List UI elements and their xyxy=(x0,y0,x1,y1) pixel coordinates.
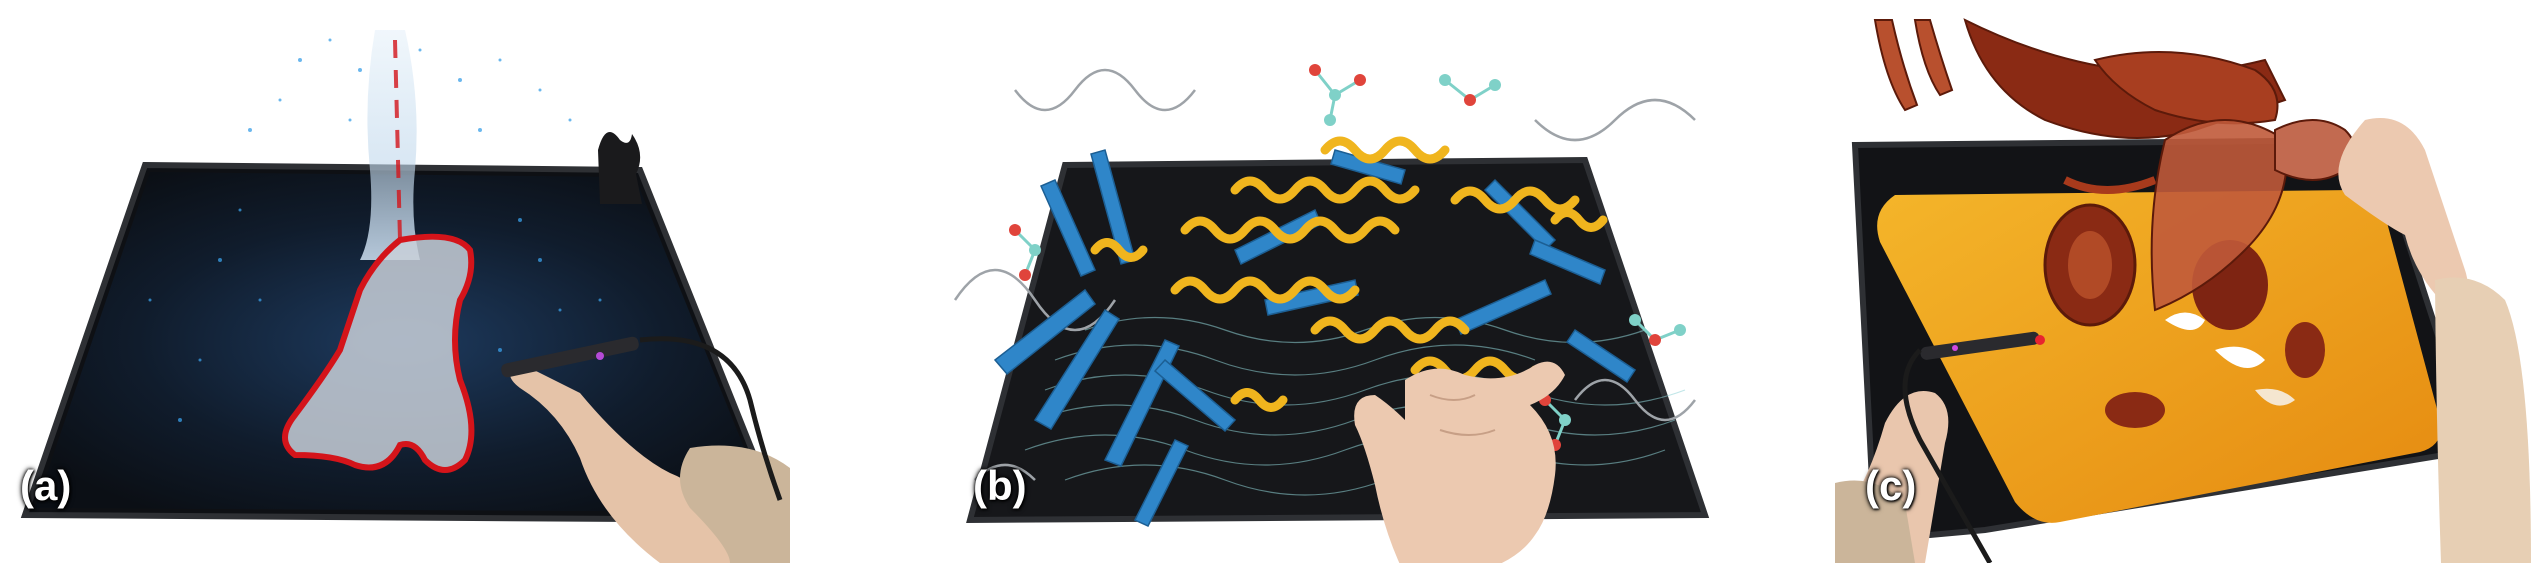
tablet-surface xyxy=(966,156,1710,524)
point-cloud xyxy=(148,38,602,422)
panel-label: (b) xyxy=(973,462,1027,509)
selection-region xyxy=(282,233,475,473)
panel-label: (c) xyxy=(1865,462,1917,509)
stylus xyxy=(501,336,639,378)
stylus-cable xyxy=(1902,348,1993,563)
panel-label: (a) xyxy=(20,462,72,509)
plume xyxy=(360,30,420,260)
panel-b: (b) xyxy=(935,0,1725,563)
beta-sheets xyxy=(993,149,1637,527)
stylus xyxy=(1920,331,2040,360)
alpha-helices xyxy=(1090,136,1608,412)
stylus-cable xyxy=(639,336,783,501)
panel-a: (a) xyxy=(0,0,790,563)
panel-b-scene xyxy=(953,64,1710,563)
coil-strands xyxy=(953,68,1696,481)
right-arm xyxy=(2435,277,2531,563)
right-hand xyxy=(2338,118,2468,305)
volume-slice xyxy=(1877,190,2441,523)
panel-c: (c) xyxy=(1835,0,2531,563)
stand-icon xyxy=(598,132,642,204)
organ-volume xyxy=(1873,18,2356,312)
panel-c-scene xyxy=(1835,18,2531,563)
hand xyxy=(1354,361,1565,563)
panel-a-scene xyxy=(20,30,790,563)
